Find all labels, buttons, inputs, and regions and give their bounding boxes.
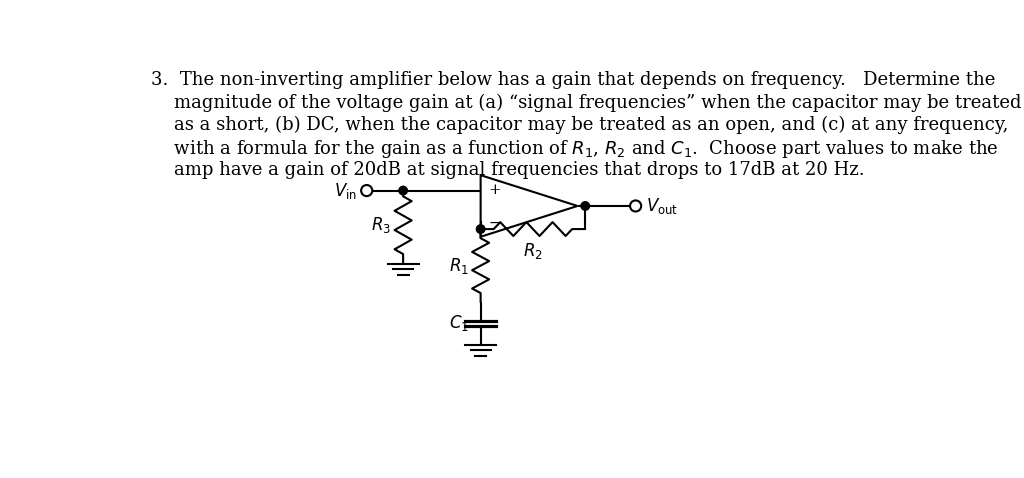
Text: amp have a gain of 20dB at signal frequencies that drops to 17dB at 20 Hz.: amp have a gain of 20dB at signal freque… (152, 161, 865, 179)
Text: $-$: $-$ (488, 215, 501, 229)
Text: with a formula for the gain as a function of $R_1$, $R_2$ and $C_1$.  Choose par: with a formula for the gain as a functio… (152, 138, 998, 160)
Text: +: + (488, 183, 501, 197)
Text: $R_2$: $R_2$ (523, 240, 543, 261)
Text: $V_{\mathrm{in}}$: $V_{\mathrm{in}}$ (335, 181, 357, 201)
Circle shape (476, 225, 485, 233)
Circle shape (630, 200, 641, 211)
Text: $C_1$: $C_1$ (449, 314, 469, 333)
Circle shape (399, 186, 408, 195)
Text: magnitude of the voltage gain at (a) “signal frequencies” when the capacitor may: magnitude of the voltage gain at (a) “si… (152, 94, 1022, 112)
Text: 3.  The non-inverting amplifier below has a gain that depends on frequency.   De: 3. The non-inverting amplifier below has… (152, 71, 995, 89)
Circle shape (581, 202, 590, 210)
Text: $V_{\mathrm{out}}$: $V_{\mathrm{out}}$ (646, 196, 678, 216)
Text: as a short, (b) DC, when the capacitor may be treated as an open, and (c) at any: as a short, (b) DC, when the capacitor m… (152, 116, 1009, 134)
Text: $R_3$: $R_3$ (372, 215, 391, 235)
Circle shape (361, 185, 373, 196)
Text: $R_1$: $R_1$ (450, 256, 469, 276)
